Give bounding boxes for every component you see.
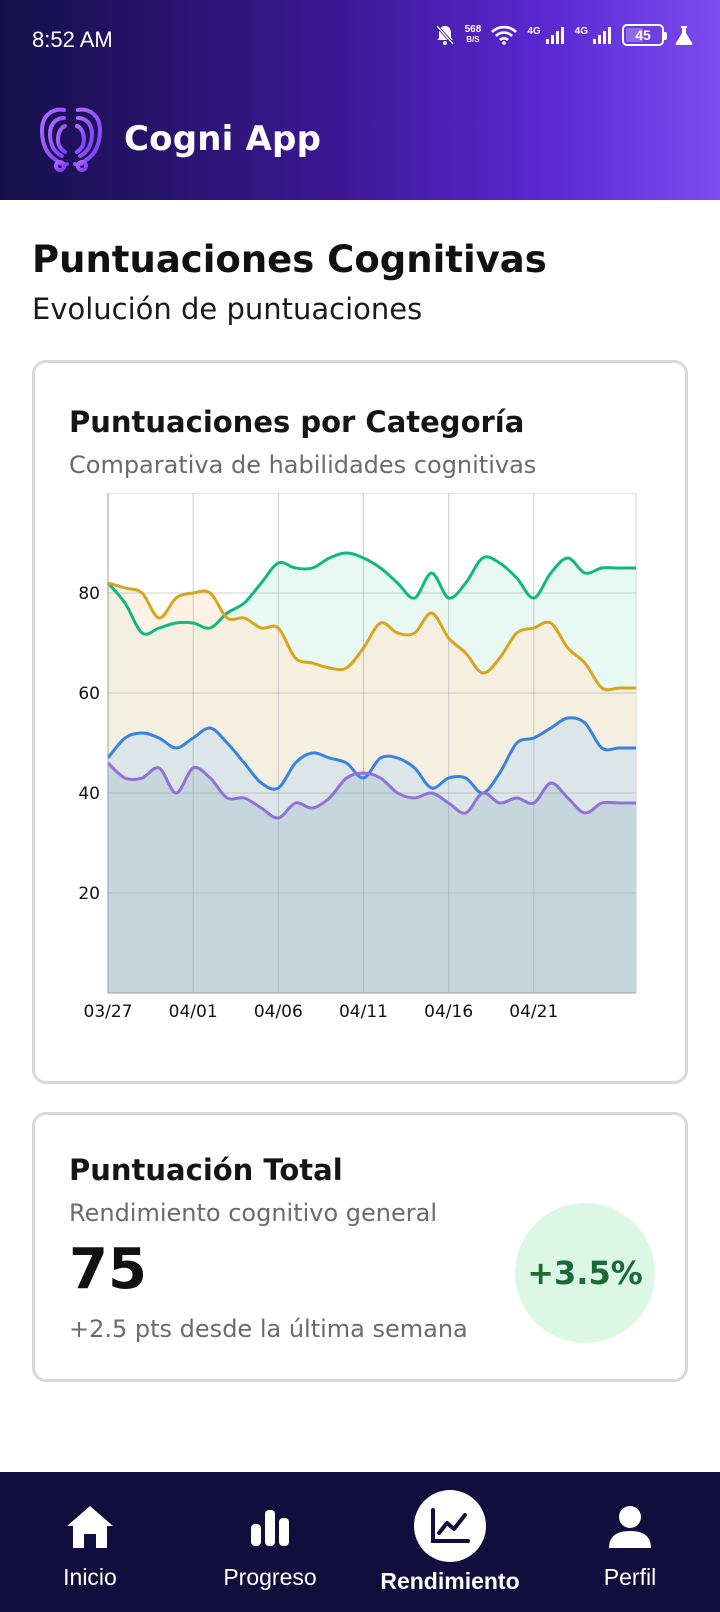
series-line-0 bbox=[106, 551, 636, 636]
nav-label-progreso: Progreso bbox=[223, 1564, 317, 1590]
battery-icon: 45 bbox=[622, 24, 667, 46]
wifi-icon bbox=[491, 25, 518, 45]
flask-icon bbox=[674, 24, 694, 46]
app-name: Cogni App bbox=[124, 119, 322, 159]
chart-card: Puntuaciones por Categoría Comparativa d… bbox=[32, 360, 688, 1084]
x-tick-label: 04/11 bbox=[339, 1002, 388, 1022]
network-rate: 568 B/S bbox=[465, 25, 482, 45]
change-badge: +3.5% bbox=[515, 1203, 655, 1343]
nav-item-inicio[interactable]: Inicio bbox=[0, 1472, 180, 1612]
line-chart-icon bbox=[414, 1490, 486, 1562]
x-tick-label: 04/16 bbox=[424, 1002, 473, 1022]
nav-label-inicio: Inicio bbox=[63, 1564, 117, 1590]
user-icon bbox=[602, 1502, 658, 1552]
brand: Cogni App bbox=[34, 104, 321, 174]
net-rate-value: 568 bbox=[464, 24, 482, 35]
x-tick-label: 04/21 bbox=[509, 1002, 558, 1022]
total-score-card: Puntuación Total Rendimiento cognitivo g… bbox=[32, 1112, 688, 1382]
scores-line-chart: 20 40 60 80 03/27 04/01 04/06 04/11 04/16 04/21 bbox=[78, 493, 637, 1022]
x-tick-label: 04/06 bbox=[254, 1002, 303, 1022]
signal2-label: 4G bbox=[574, 26, 588, 37]
total-title: Puntuación Total bbox=[69, 1153, 343, 1187]
y-tick-label: 40 bbox=[78, 784, 100, 804]
total-subtitle: Rendimiento cognitivo general bbox=[69, 1199, 438, 1227]
y-tick-label: 20 bbox=[78, 884, 100, 904]
nav-item-progreso[interactable]: Progreso bbox=[180, 1472, 360, 1612]
status-time: 8:52 AM bbox=[32, 27, 113, 52]
series-area-3 bbox=[108, 763, 636, 993]
home-icon bbox=[62, 1502, 118, 1552]
x-tick-label: 04/01 bbox=[169, 1002, 218, 1022]
signal-icon bbox=[592, 25, 612, 45]
page-subtitle: Evolución de puntuaciones bbox=[32, 292, 423, 326]
total-score-note: +2.5 pts desde la última semana bbox=[69, 1315, 468, 1343]
nav-item-perfil[interactable]: Perfil bbox=[540, 1472, 720, 1612]
brain-logo-icon bbox=[34, 104, 108, 174]
series-line-1 bbox=[107, 581, 636, 692]
status-icons: 568 B/S 4G 4G bbox=[435, 24, 694, 46]
bottom-nav: Inicio Progreso Rendimiento Perfil bbox=[0, 1472, 720, 1612]
chart-subtitle: Comparativa de habilidades cognitivas bbox=[69, 451, 537, 479]
signal1-label: 4G bbox=[527, 26, 541, 37]
nav-item-rendimiento[interactable]: Rendimiento bbox=[360, 1472, 540, 1612]
series-line-3 bbox=[106, 761, 636, 820]
chart-title: Puntuaciones por Categoría bbox=[69, 405, 525, 439]
app-header: 8:52 AM 568 B/S bbox=[0, 0, 720, 200]
nav-label-rendimiento: Rendimiento bbox=[380, 1568, 520, 1594]
x-tick-label: 03/27 bbox=[84, 1002, 133, 1022]
net-rate-unit: B/S bbox=[466, 35, 480, 44]
page-title: Puntuaciones Cognitivas bbox=[32, 238, 547, 281]
series-line-2 bbox=[106, 716, 636, 795]
y-tick-label: 80 bbox=[78, 584, 100, 604]
signal-icon bbox=[545, 25, 565, 45]
nav-label-perfil: Perfil bbox=[603, 1564, 657, 1590]
y-tick-label: 60 bbox=[78, 684, 100, 704]
status-bar: 8:52 AM 568 B/S bbox=[0, 0, 720, 80]
bar-chart-icon bbox=[242, 1502, 298, 1552]
total-score-value: 75 bbox=[69, 1237, 147, 1302]
battery-level: 45 bbox=[635, 27, 651, 43]
bell-off-icon bbox=[435, 24, 455, 46]
